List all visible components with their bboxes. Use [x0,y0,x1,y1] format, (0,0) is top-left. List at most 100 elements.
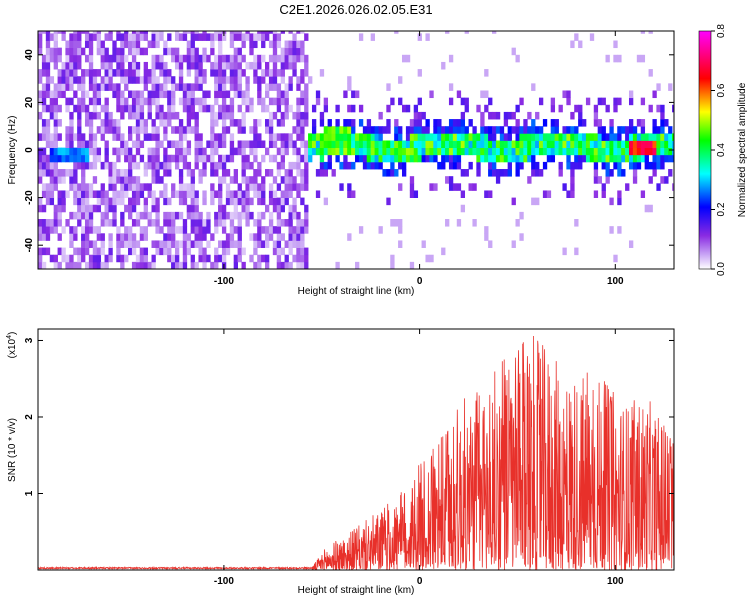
spectrogram-cell [280,197,285,206]
spectrogram-cell [104,140,109,149]
spectrogram-cell [73,54,78,63]
spectrogram-cell [151,31,156,34]
spectrogram-cell [237,219,242,227]
spectrogram-cell [652,133,657,141]
spectrogram-cell [386,126,391,134]
spectrogram-cell [225,247,231,256]
spectrogram-cell [131,247,137,256]
spectrogram-cell [69,169,74,177]
spectrogram-cell [182,190,188,198]
spectrogram-cell [182,126,188,134]
spectrogram-cell [128,233,133,241]
spectrogram-cell [664,176,669,184]
spectrogram-cell [100,76,105,84]
spectrogram-cell [57,133,62,141]
spectrogram-cell [464,147,469,156]
spectrogram-cell [664,140,669,149]
spectrogram-cell [81,211,86,220]
spectrogram-cell [218,219,223,227]
spectrogram-cell [198,147,203,156]
spectrogram-cell [515,104,520,113]
spectrogram-cell [45,119,51,127]
spectrogram-cell [503,119,509,127]
spectrogram-cell [276,147,282,156]
spectrogram-cell [116,47,121,56]
spectrogram-cell [272,140,278,149]
spectrogram-cell [112,190,117,198]
spectrogram-cell [229,97,235,106]
spectrogram-cell [574,33,579,41]
spectrogram-cell [413,104,419,113]
spectrogram-cell [562,133,567,141]
spectrogram-cell [116,233,121,241]
spectrogram-cell [143,97,148,106]
spectrogram-cell [460,140,466,149]
spectrogram-cell [186,126,192,134]
spectrogram-cell [672,147,674,156]
spectrogram-cell [300,254,305,263]
spectrogram-cell [178,190,184,198]
spectrogram-cell [652,126,657,134]
spectrogram-cell [398,219,403,227]
spectrogram-cell [73,40,78,49]
spectrogram-cell [288,247,293,256]
spectrogram-cell [194,197,199,206]
spectrogram-cell [190,54,195,63]
spectrogram-cell [605,133,610,141]
spectrogram-cell [221,247,227,256]
spectrogram-cell [272,226,278,234]
spectrogram-cell [171,219,176,227]
spectrogram-cell [186,183,192,191]
spectrogram-cell [268,197,274,206]
spectrogram-cell [84,33,90,41]
spectrogram-cell [116,254,121,263]
spectrogram-cell [585,133,591,141]
spectrogram-cell [249,147,254,156]
spectrogram-cell [229,211,235,220]
colorbar-tick-label: 0.2 [716,202,727,216]
spectrogram-cell [390,154,395,163]
spectrogram-cell [163,197,168,206]
spectrogram-cell [433,154,438,163]
spectrogram-cell [233,190,238,198]
y-tick-label: 3 [24,337,35,343]
spectrogram-cell [343,161,348,170]
spectrogram-cell [640,119,646,127]
spectrogram-cell [280,133,285,141]
spectrogram-cell [589,154,595,163]
spectrogram-cell [128,47,133,56]
spectrogram-cell [116,147,121,156]
spectrogram-cell [65,40,70,49]
spectrogram-cell [538,169,544,177]
spectrogram-cell [218,183,223,191]
spectrogram-cell [171,111,176,120]
spectrogram-cell [81,104,86,113]
spectrogram-cell [288,40,293,49]
spectrogram-cell [198,169,203,177]
spectrogram-cell [139,140,145,149]
spectrogram-cell [155,197,160,206]
spectrogram-cell [347,119,352,127]
spectrogram-cell [241,147,246,156]
spectrogram-cell [112,169,117,177]
spectrogram-cell [88,211,94,220]
spectrogram-cell [147,183,152,191]
spectrogram-cell [45,54,51,63]
spectrogram-cell [276,161,282,170]
spectrogram-cell [347,133,352,141]
spectrogram-cell [288,31,293,34]
spectrogram-cell [49,97,55,106]
spectrogram-cell [617,169,622,177]
spectrogram-cell [272,83,278,91]
spectrogram-cell [292,140,297,149]
spectrogram-cell [194,261,199,269]
spectrogram-cell [578,119,583,127]
spectrogram-cell [288,240,293,248]
spectrogram-cell [257,161,262,170]
spectrogram-cell [268,119,274,127]
spectrogram-cell [421,126,426,134]
spectrogram-cell [300,97,305,106]
spectrogram-cell [163,133,168,141]
spectrogram-cell [261,54,266,63]
spectrogram-cell [167,247,172,256]
